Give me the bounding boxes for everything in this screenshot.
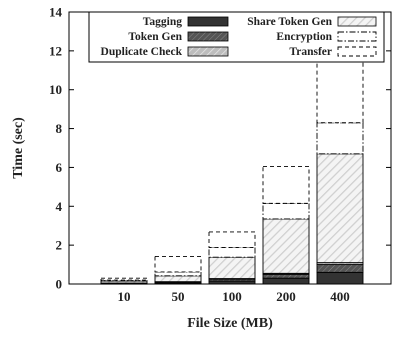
x-tick-label: 100	[222, 289, 242, 304]
bar-segment-transfer	[100, 277, 148, 281]
bar-segment-transfer	[262, 166, 310, 204]
legend-swatch-encryption	[337, 31, 377, 42]
legend-swatch-transfer	[337, 46, 377, 57]
bar-segment-transfer	[208, 231, 256, 248]
legend-label-token-gen: Token Gen	[128, 31, 182, 43]
bar-segment-encryption	[154, 271, 202, 277]
x-tick-label: 10	[118, 289, 131, 304]
bar-segment-share-token-gen	[154, 275, 202, 283]
legend-swatch-token-gen	[187, 31, 229, 42]
y-tick-label: 10	[49, 82, 62, 97]
legend-label-duplicate-check: Duplicate Check	[101, 46, 183, 58]
bar-segment-share-token-gen	[208, 256, 256, 280]
x-axis-label: File Size (MB)	[187, 316, 273, 331]
y-tick-label: 12	[49, 43, 62, 58]
bar-segment-transfer	[154, 255, 202, 273]
legend: Tagging Share Token Gen Token Gen Encryp…	[88, 11, 385, 63]
x-axis-ticks: 10 50 100 200 400	[118, 279, 350, 304]
legend-swatch-tagging	[187, 16, 229, 27]
y-tick-label: 2	[56, 238, 63, 253]
legend-label-share-token-gen: Share Token Gen	[247, 16, 332, 28]
legend-label-encryption: Encryption	[276, 31, 332, 43]
x-tick-label: 50	[172, 289, 185, 304]
y-tick-label: 8	[56, 121, 63, 136]
legend-swatch-share-token-gen	[337, 16, 377, 27]
legend-swatch-duplicate-check	[187, 46, 229, 57]
x-tick-label: 400	[330, 289, 350, 304]
bar-segment-token-gen	[316, 264, 364, 273]
y-tick-label: 0	[56, 277, 63, 292]
y-tick-label: 6	[56, 160, 63, 175]
bars	[100, 52, 364, 285]
bar-segment-encryption	[208, 247, 256, 258]
bar-segment-token-gen	[262, 273, 310, 279]
y-axis-ticks: 0 2 4 6 8 10 12 14	[49, 5, 391, 292]
y-tick-label: 14	[49, 5, 63, 20]
bar-segment-tagging	[316, 271, 364, 285]
bar-segment-encryption	[262, 202, 310, 220]
y-tick-label: 4	[56, 199, 63, 214]
bar-segment-share-token-gen	[316, 153, 364, 264]
x-tick-label: 200	[276, 289, 296, 304]
y-axis-label: Time (sec)	[11, 117, 26, 179]
bar-segment-share-token-gen	[262, 218, 310, 274]
bar-segment-transfer	[316, 52, 364, 124]
bar-segment-tagging	[262, 277, 310, 285]
legend-label-transfer: Transfer	[289, 46, 332, 58]
bar-segment-encryption	[316, 122, 364, 155]
legend-label-tagging: Tagging	[143, 16, 182, 28]
legend-box	[88, 11, 385, 63]
